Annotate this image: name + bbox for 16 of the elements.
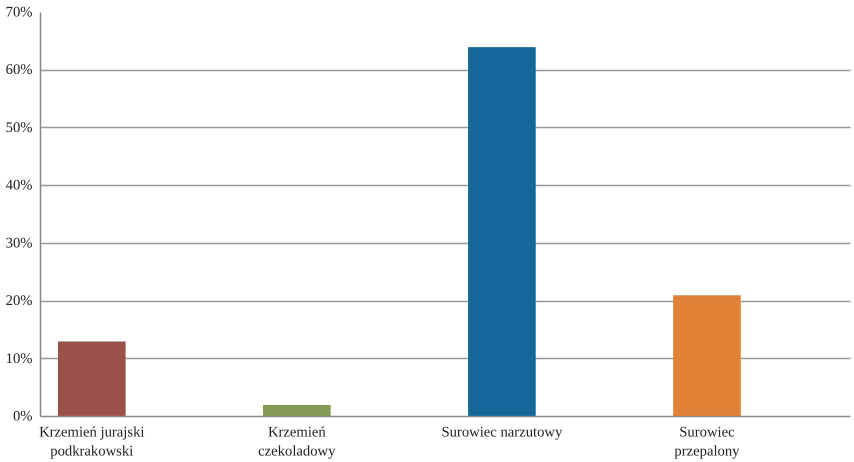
x-tick-label: Surowiec przepalony xyxy=(674,424,740,460)
y-tick-label: 10% xyxy=(6,350,33,367)
y-tick-label: 20% xyxy=(6,293,33,310)
bar xyxy=(58,341,126,416)
y-tick-label: 0% xyxy=(12,408,33,424)
y-tick-label: 40% xyxy=(6,178,33,194)
bar xyxy=(468,47,536,416)
x-tick-label: Krzemień czekoladowy xyxy=(258,424,336,460)
bar xyxy=(673,295,741,416)
bar xyxy=(262,404,331,416)
x-tick-label: Krzemień jurajski podkrakowski xyxy=(39,424,144,460)
y-tick-label: 70% xyxy=(6,4,33,20)
x-tick-label: Surowiec narzutowy xyxy=(441,424,564,440)
y-tick-label: 30% xyxy=(6,235,33,252)
y-tick-label: 60% xyxy=(6,62,33,78)
y-tick-label: 50% xyxy=(6,120,33,136)
